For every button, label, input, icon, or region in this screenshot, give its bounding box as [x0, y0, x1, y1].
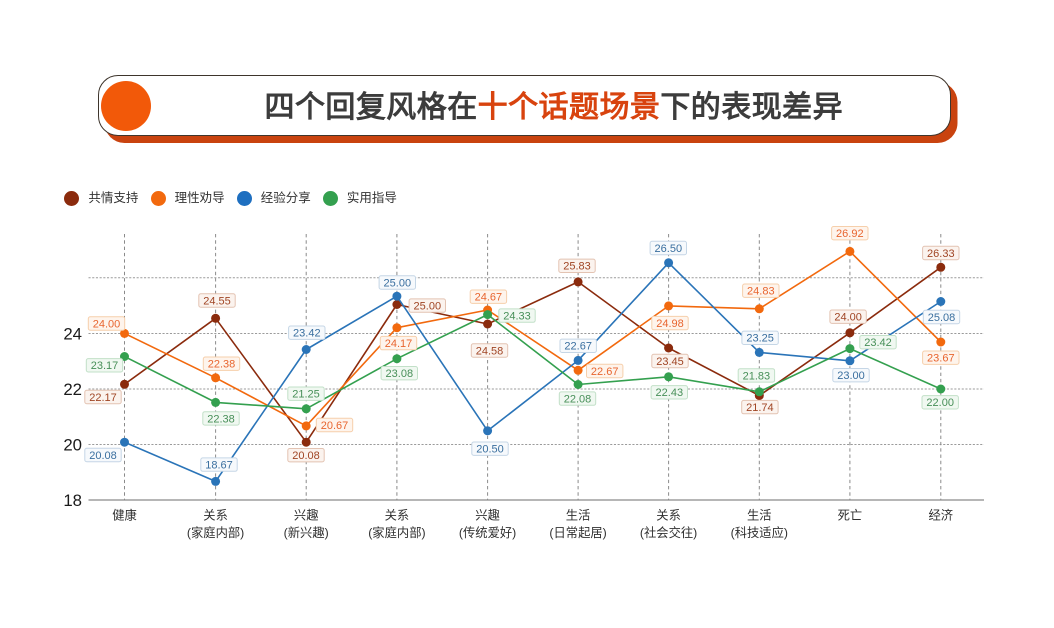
svg-text:(科技适应): (科技适应) [731, 525, 788, 540]
svg-text:生活: 生活 [747, 509, 772, 523]
svg-text:20.08: 20.08 [292, 450, 320, 462]
svg-text:24.00: 24.00 [834, 312, 862, 324]
svg-text:22.43: 22.43 [656, 387, 684, 399]
svg-text:23.67: 23.67 [927, 353, 955, 365]
svg-text:26.92: 26.92 [836, 228, 864, 240]
svg-text:(传统爱好): (传统爱好) [459, 525, 516, 540]
svg-text:21.74: 21.74 [746, 402, 774, 414]
svg-text:22.08: 22.08 [564, 394, 592, 406]
svg-text:22.67: 22.67 [564, 341, 592, 353]
svg-text:18: 18 [63, 491, 82, 510]
svg-text:关系: 关系 [656, 509, 681, 523]
svg-text:24.98: 24.98 [656, 318, 684, 330]
svg-text:20: 20 [63, 436, 82, 455]
svg-text:23.42: 23.42 [864, 337, 892, 349]
svg-text:兴趣: 兴趣 [294, 508, 319, 523]
svg-text:24.58: 24.58 [476, 345, 504, 357]
svg-text:关系: 关系 [203, 509, 228, 523]
svg-text:24.00: 24.00 [93, 318, 121, 330]
svg-text:23.42: 23.42 [293, 328, 321, 340]
svg-text:22.67: 22.67 [591, 366, 619, 378]
svg-text:24.67: 24.67 [475, 292, 503, 304]
svg-text:24.83: 24.83 [747, 286, 775, 298]
svg-text:21.25: 21.25 [292, 389, 320, 401]
svg-text:(新兴趣): (新兴趣) [284, 525, 329, 540]
svg-text:兴趣: 兴趣 [475, 508, 500, 523]
svg-text:25.83: 25.83 [563, 261, 591, 273]
svg-text:22.38: 22.38 [207, 413, 235, 425]
svg-text:死亡: 死亡 [838, 509, 863, 523]
svg-text:23.45: 23.45 [656, 356, 684, 368]
svg-text:23.00: 23.00 [837, 370, 865, 382]
svg-text:23.25: 23.25 [746, 333, 774, 345]
svg-text:26.50: 26.50 [655, 243, 683, 255]
svg-text:22.17: 22.17 [89, 392, 117, 404]
svg-text:24.33: 24.33 [503, 311, 531, 323]
svg-text:20.67: 20.67 [321, 420, 349, 432]
svg-text:20.50: 20.50 [476, 444, 504, 456]
svg-text:26.33: 26.33 [927, 248, 955, 260]
svg-text:22.38: 22.38 [208, 359, 236, 371]
svg-text:22.00: 22.00 [926, 397, 954, 409]
svg-text:经济: 经济 [928, 508, 953, 523]
svg-text:24.17: 24.17 [385, 338, 413, 350]
svg-text:关系: 关系 [385, 509, 410, 523]
svg-text:(家庭内部): (家庭内部) [368, 525, 425, 540]
svg-text:22: 22 [63, 380, 82, 399]
svg-text:(家庭内部): (家庭内部) [187, 525, 244, 540]
svg-text:(日常起居): (日常起居) [549, 526, 606, 540]
svg-text:18.67: 18.67 [205, 460, 233, 472]
svg-text:25.08: 25.08 [928, 312, 956, 324]
svg-text:24: 24 [63, 325, 82, 344]
svg-text:生活: 生活 [566, 509, 591, 523]
svg-text:25.00: 25.00 [384, 277, 412, 289]
svg-text:25.00: 25.00 [414, 301, 442, 313]
svg-text:23.17: 23.17 [91, 360, 119, 372]
svg-text:21.83: 21.83 [743, 370, 771, 382]
svg-text:24.55: 24.55 [203, 295, 231, 307]
svg-text:(社会交往): (社会交往) [640, 525, 697, 540]
svg-text:20.08: 20.08 [89, 450, 117, 462]
svg-text:23.08: 23.08 [386, 368, 414, 380]
svg-text:健康: 健康 [112, 508, 137, 523]
